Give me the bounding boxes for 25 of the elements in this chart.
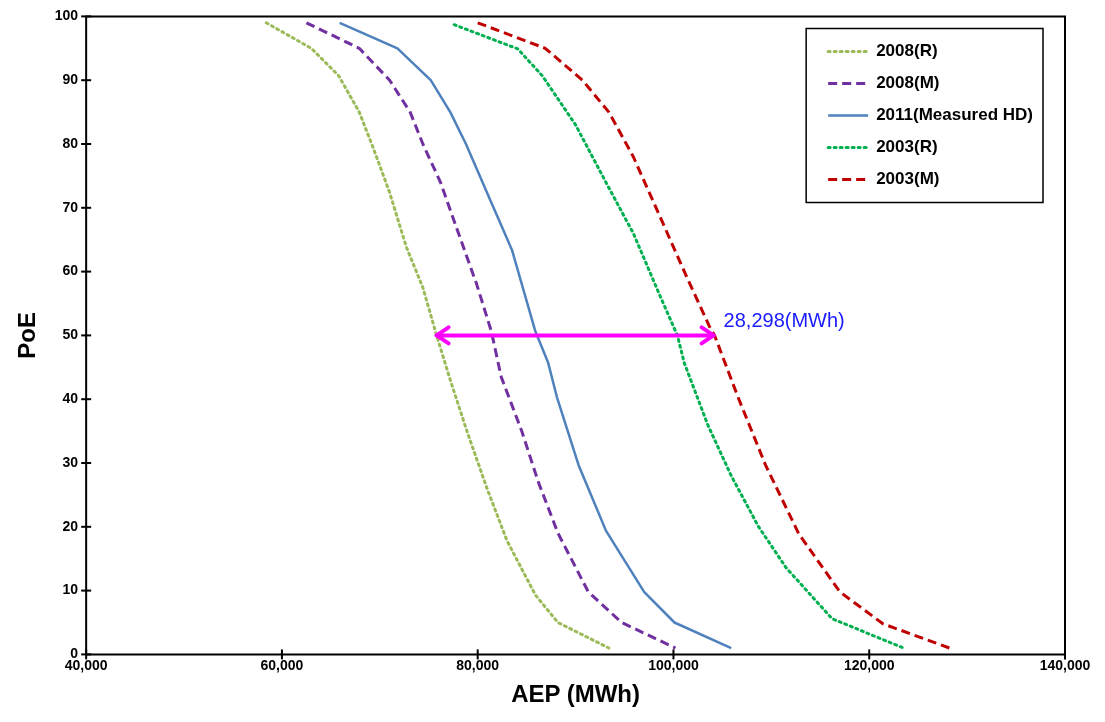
y-tick-label: 30 bbox=[62, 453, 79, 470]
x-axis-title: AEP (MWh) bbox=[511, 680, 641, 708]
y-tick-label: 60 bbox=[62, 262, 79, 279]
y-tick-label: 40 bbox=[62, 390, 79, 407]
x-tick-label: 80,000 bbox=[456, 656, 500, 673]
y-tick-label: 50 bbox=[62, 326, 79, 343]
legend-label: 2003(M) bbox=[876, 169, 940, 189]
legend-label: 2003(R) bbox=[876, 137, 938, 157]
x-tick-label: 100,000 bbox=[648, 656, 699, 673]
x-tick-label: 120,000 bbox=[843, 656, 895, 673]
y-tick-label: 20 bbox=[62, 517, 79, 534]
y-tick-label: 90 bbox=[62, 71, 79, 88]
y-tick-label: 100 bbox=[54, 7, 79, 24]
legend-label: 2011(Measured HD) bbox=[876, 105, 1033, 125]
y-tick-label: 70 bbox=[62, 198, 79, 215]
y-axis-title: PoE bbox=[13, 312, 41, 359]
y-tick-label: 10 bbox=[62, 581, 79, 598]
annotation: 28,298(MWh) bbox=[723, 308, 845, 331]
legend-label: 2008(R) bbox=[876, 41, 938, 61]
x-tick-label: 60,000 bbox=[260, 656, 304, 673]
x-tick-label: 140,000 bbox=[1039, 656, 1091, 673]
line-series bbox=[264, 21, 611, 650]
line-series bbox=[304, 21, 677, 650]
y-tick-label: 80 bbox=[62, 134, 79, 151]
legend-label: 2008(M) bbox=[876, 73, 940, 93]
